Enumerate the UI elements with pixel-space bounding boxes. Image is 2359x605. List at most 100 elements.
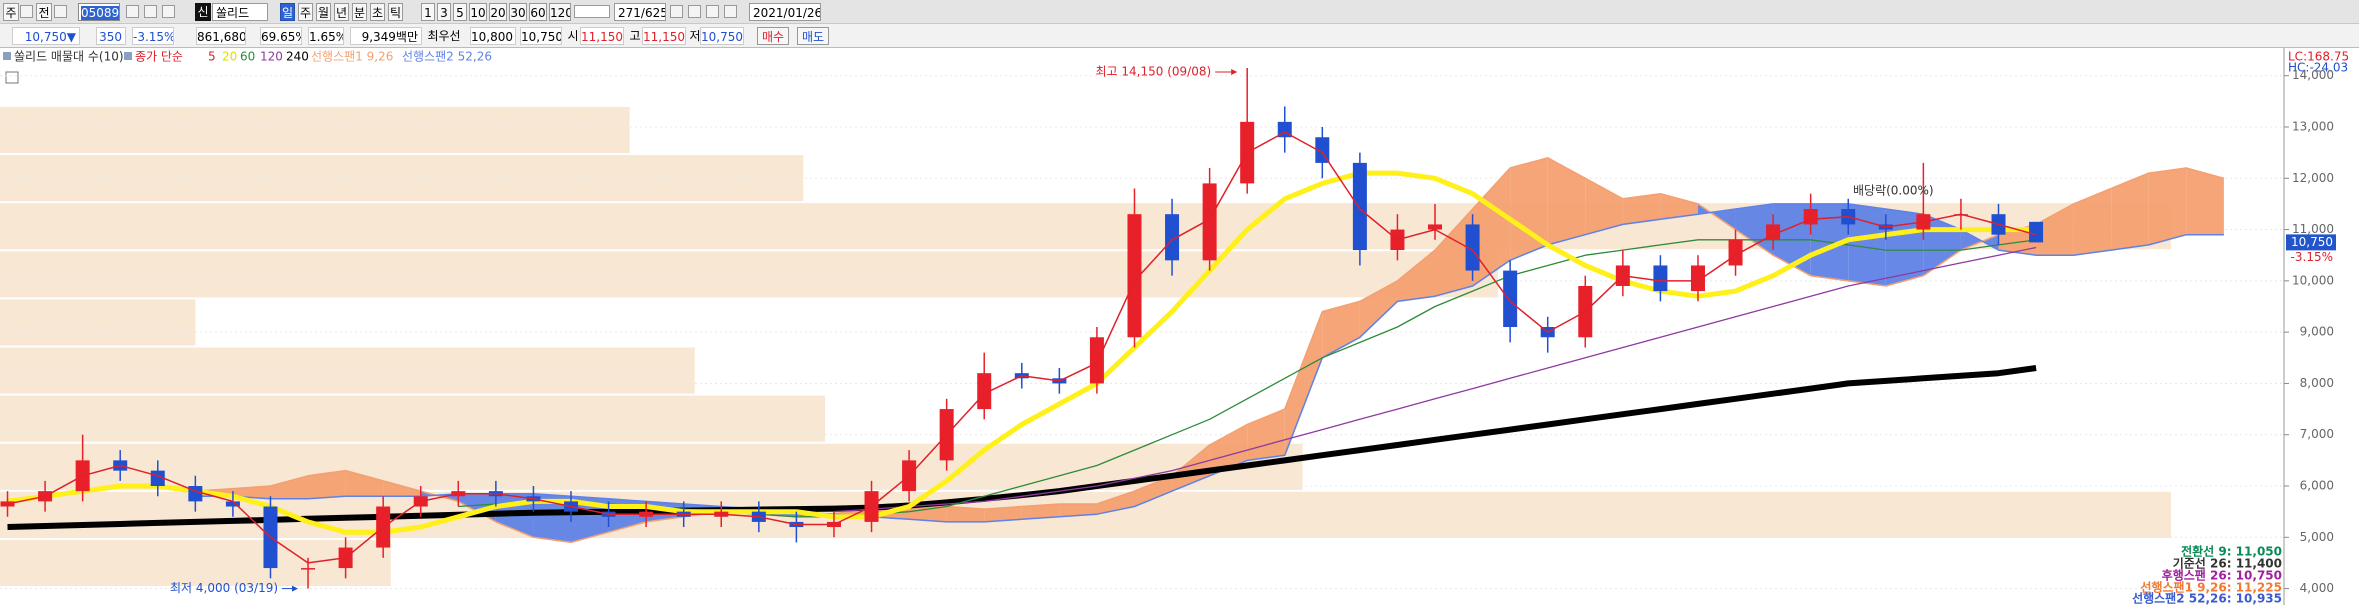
volume-profile-bar — [0, 299, 196, 346]
candle-body — [1089, 337, 1104, 384]
order-button[interactable]: 매수 — [757, 27, 789, 45]
annotation: 최저 4,000 (03/19) — [170, 581, 278, 595]
span1-line — [195, 157, 2225, 544]
quote-field: 10,750▼ — [12, 27, 80, 45]
cloud-fill — [533, 493, 571, 543]
toolbar-item[interactable]: 2021/01/26 — [749, 3, 821, 21]
legend-volume-profile: 쏠리드 매물대 수(10) — [14, 50, 124, 64]
quote-field: 10,750 — [700, 27, 744, 45]
cloud-fill — [2148, 168, 2187, 245]
candle-body — [1465, 224, 1480, 271]
tool-icon[interactable] — [724, 5, 737, 18]
volume-profile-bar — [0, 251, 1498, 298]
order-button[interactable]: 매도 — [797, 27, 829, 45]
toolbar-item[interactable]: 1 — [421, 3, 435, 21]
legend-ma-label: 종가 단순 — [135, 50, 183, 64]
moving-average — [833, 246, 2037, 513]
toolbar-text: 주 — [5, 6, 17, 20]
toolbar-row: 10,750▼ 350 -3.15% 861,680 69.65% 1.65% 9,349백… — [0, 24, 2359, 48]
toolbar-text: 월 — [317, 6, 330, 20]
toolbar-text: 쏠리드 — [216, 6, 250, 20]
y-tick-label: 7,000 — [2300, 427, 2334, 441]
volume-profile-bar — [0, 443, 1303, 490]
cloud-fill — [1585, 178, 1623, 235]
toolbar-item[interactable]: 월 — [316, 3, 331, 21]
legend-entry: 5 — [208, 50, 216, 64]
toolbar-item[interactable]: 271/625 — [614, 3, 666, 21]
toolbar-item[interactable]: 050890 — [78, 3, 120, 21]
volume-profile-bar — [0, 106, 630, 154]
quote-field: 11,150 — [580, 27, 624, 45]
cloud-fill — [1622, 193, 1661, 225]
toolbar-item[interactable]: 30 — [509, 3, 527, 21]
toolbar-item[interactable]: 5 — [453, 3, 467, 21]
toolbar-item[interactable]: 초 — [370, 3, 385, 21]
toolbar-item[interactable]: 쏠리드 — [212, 3, 268, 21]
toolbar-item[interactable]: 분 — [352, 3, 367, 21]
toolbar-item[interactable]: 년 — [334, 3, 349, 21]
toolbar-item[interactable]: 주 — [298, 3, 313, 21]
toolbar-item[interactable]: 3 — [437, 3, 451, 21]
ichimoku-summary: 기준선 26: 11,400 — [2173, 556, 2282, 571]
hc-label: HC:-24.03 — [2288, 61, 2348, 75]
toolbar-item[interactable]: 주 — [3, 3, 19, 21]
toolbar-item[interactable]: 전 — [36, 3, 52, 21]
tool-icon[interactable] — [688, 5, 701, 18]
toolbar-text: 271/625 — [618, 6, 666, 20]
toolbar-item[interactable]: 60 — [529, 3, 547, 21]
tool-icon[interactable] — [162, 5, 175, 18]
quote-field: 350 — [96, 27, 126, 45]
cloud-fill — [2073, 188, 2112, 256]
legend-entry: 선행스팬2 52,26 — [402, 49, 492, 64]
quote-field: 저 — [689, 29, 701, 43]
grid-icon — [5, 71, 19, 84]
quote-field: 861,680 — [196, 27, 246, 45]
tool-icon[interactable] — [706, 5, 719, 18]
cloud-fill — [2111, 173, 2149, 251]
dropdown-box[interactable] — [574, 5, 610, 18]
legend-entry: 60 — [240, 50, 255, 64]
cloud-fill — [1021, 503, 1060, 520]
y-tick-label: 11,000 — [2292, 222, 2334, 236]
toolbar-item[interactable]: 틱 — [388, 3, 403, 21]
toolbar-item[interactable]: 신 — [195, 3, 211, 21]
candle-body — [2029, 221, 2044, 243]
y-tick-label: 6,000 — [2300, 479, 2334, 493]
toolbar-text: 60 — [530, 6, 546, 20]
candle-body — [1315, 137, 1330, 163]
annotation: 배당락(0.00%) — [1853, 184, 1934, 198]
candle-body — [1728, 239, 1743, 266]
toolbar-text: 120 — [550, 6, 571, 20]
cloud-fill — [984, 506, 1022, 522]
lc-label: LC:168.75 — [2288, 50, 2349, 64]
toolbar-item[interactable]: 120 — [549, 3, 571, 21]
cloud-fill — [1359, 280, 1398, 338]
toolbar-item[interactable]: 일 — [280, 3, 295, 21]
cloud-fill — [1059, 503, 1097, 517]
cloud-fill — [345, 470, 384, 497]
toolbar-row: 주전050890신쏠리드일주월년분초틱13510203060120271/625… — [0, 0, 2359, 24]
cloud-fill — [1322, 301, 1360, 358]
quote-field: 10,800 — [470, 27, 516, 45]
ichimoku-summary: 후행스팬 26: 10,750 — [2162, 568, 2282, 583]
toolbar-text: 20 — [490, 6, 506, 20]
toolbar-text: 분 — [353, 6, 366, 20]
quote-field: -3.15% — [132, 27, 174, 45]
tool-icon[interactable] — [144, 5, 157, 18]
y-tick-label: 8,000 — [2300, 376, 2334, 390]
tool-icon[interactable] — [670, 5, 683, 18]
cloud-fill — [1472, 168, 1511, 286]
candle-body — [1127, 214, 1142, 338]
dropdown-icon[interactable] — [20, 5, 33, 18]
toolbar-text: 10 — [470, 6, 486, 20]
annotation-arrowhead — [1231, 69, 1238, 75]
dropdown-icon[interactable] — [54, 5, 67, 18]
toolbar-item[interactable]: 10 — [469, 3, 487, 21]
toolbar-text: 주 — [299, 6, 312, 20]
toolbar-text: 년 — [335, 6, 348, 20]
toolbar-item[interactable]: 20 — [489, 3, 507, 21]
y-tick-label: 5,000 — [2300, 530, 2334, 544]
candle-body — [1352, 162, 1367, 251]
moving-average — [7, 365, 2037, 530]
search-icon[interactable] — [126, 5, 139, 18]
